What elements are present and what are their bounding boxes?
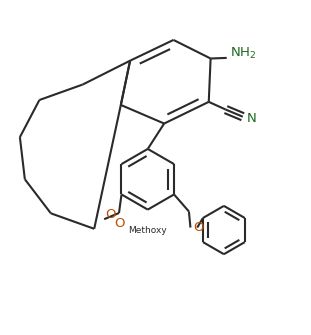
Text: O: O (105, 208, 116, 221)
Text: NH$_2$: NH$_2$ (230, 46, 256, 61)
Text: O: O (114, 217, 124, 230)
Text: O: O (193, 221, 204, 234)
Text: Methoxy: Methoxy (128, 226, 167, 236)
Text: N: N (247, 112, 256, 125)
